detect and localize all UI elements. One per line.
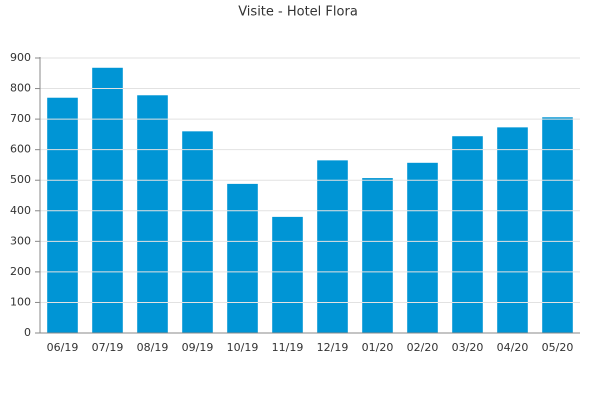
x-tick-label: 04/20	[497, 341, 529, 354]
x-tick-label: 10/19	[227, 341, 259, 354]
y-tick-label: 100	[10, 295, 31, 308]
bar	[317, 160, 348, 333]
y-tick-label: 500	[10, 173, 31, 186]
y-tick-label: 200	[10, 265, 31, 278]
x-tick-label: 03/20	[452, 341, 484, 354]
y-tick-label: 300	[10, 234, 31, 247]
x-tick-label: 01/20	[362, 341, 394, 354]
bar	[407, 162, 438, 333]
bar	[137, 95, 168, 334]
bar	[92, 67, 123, 334]
x-tick-label: 05/20	[542, 341, 574, 354]
y-tick-label: 400	[10, 204, 31, 217]
y-tick-label: 800	[10, 82, 31, 95]
bar	[452, 136, 483, 333]
bar	[182, 131, 213, 333]
y-tick-label: 0	[24, 326, 31, 339]
x-tick-label: 08/19	[137, 341, 169, 354]
x-tick-label: 12/19	[317, 341, 349, 354]
bar	[227, 183, 258, 333]
y-tick-label: 600	[10, 143, 31, 156]
y-tick-label: 900	[10, 51, 31, 64]
x-tick-label: 09/19	[182, 341, 214, 354]
x-tick-label: 07/19	[92, 341, 124, 354]
y-tick-label: 700	[10, 112, 31, 125]
x-tick-label: 11/19	[272, 341, 304, 354]
bar	[497, 127, 528, 333]
bar	[542, 117, 573, 334]
x-tick-label: 06/19	[47, 341, 79, 354]
bar	[272, 216, 303, 333]
bar	[47, 97, 78, 333]
x-tick-label: 02/20	[407, 341, 439, 354]
bar	[362, 178, 393, 333]
chart-title: Visite - Hotel Flora	[238, 5, 358, 20]
